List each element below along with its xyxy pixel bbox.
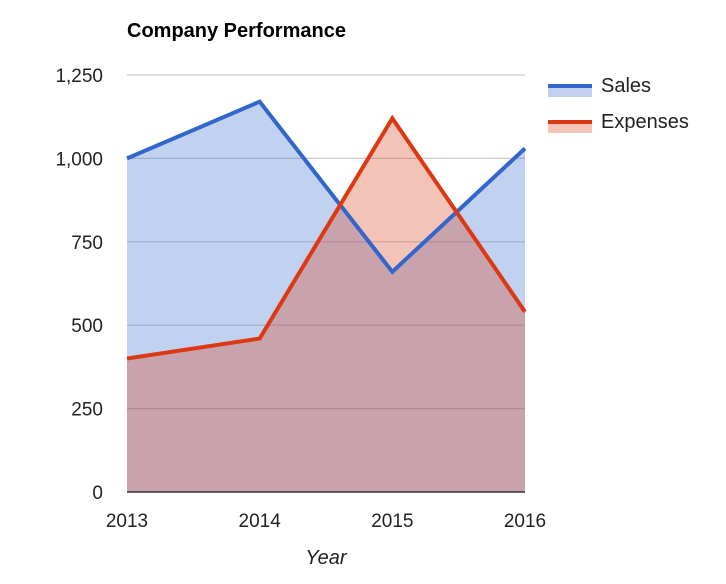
axes: 0 250 500 750 1,000 1,250 2013 2014 2015 2016: [55, 66, 546, 532]
y-tick-label: 500: [71, 316, 103, 337]
area-sales: [127, 101, 525, 493]
x-tick-label: 2015: [371, 511, 413, 532]
legend-line-sales: [548, 84, 592, 88]
series-lines: [126, 99, 527, 361]
series-areas: [127, 101, 525, 493]
y-tick-label: 1,000: [55, 149, 103, 170]
y-tick-label: 0: [92, 483, 103, 504]
gridlines: [127, 74, 525, 410]
y-tick-label: 1,250: [55, 66, 103, 87]
legend-label-expenses: Expenses: [601, 111, 689, 133]
x-axis-label: Year: [305, 547, 347, 569]
line-expenses: [126, 114, 527, 361]
y-tick-label: 750: [71, 233, 103, 254]
area-expenses: [127, 118, 525, 493]
x-tick-label: 2014: [239, 511, 282, 532]
legend-line-expenses: [548, 120, 592, 124]
legend-label-sales: Sales: [601, 75, 651, 97]
legend: Sales Expenses: [548, 75, 689, 133]
chart-title: Company Performance: [127, 20, 346, 42]
x-tick-label: 2016: [504, 511, 546, 532]
y-tick-label: 250: [71, 400, 103, 421]
x-tick-label: 2013: [106, 511, 148, 532]
line-sales: [126, 99, 527, 275]
